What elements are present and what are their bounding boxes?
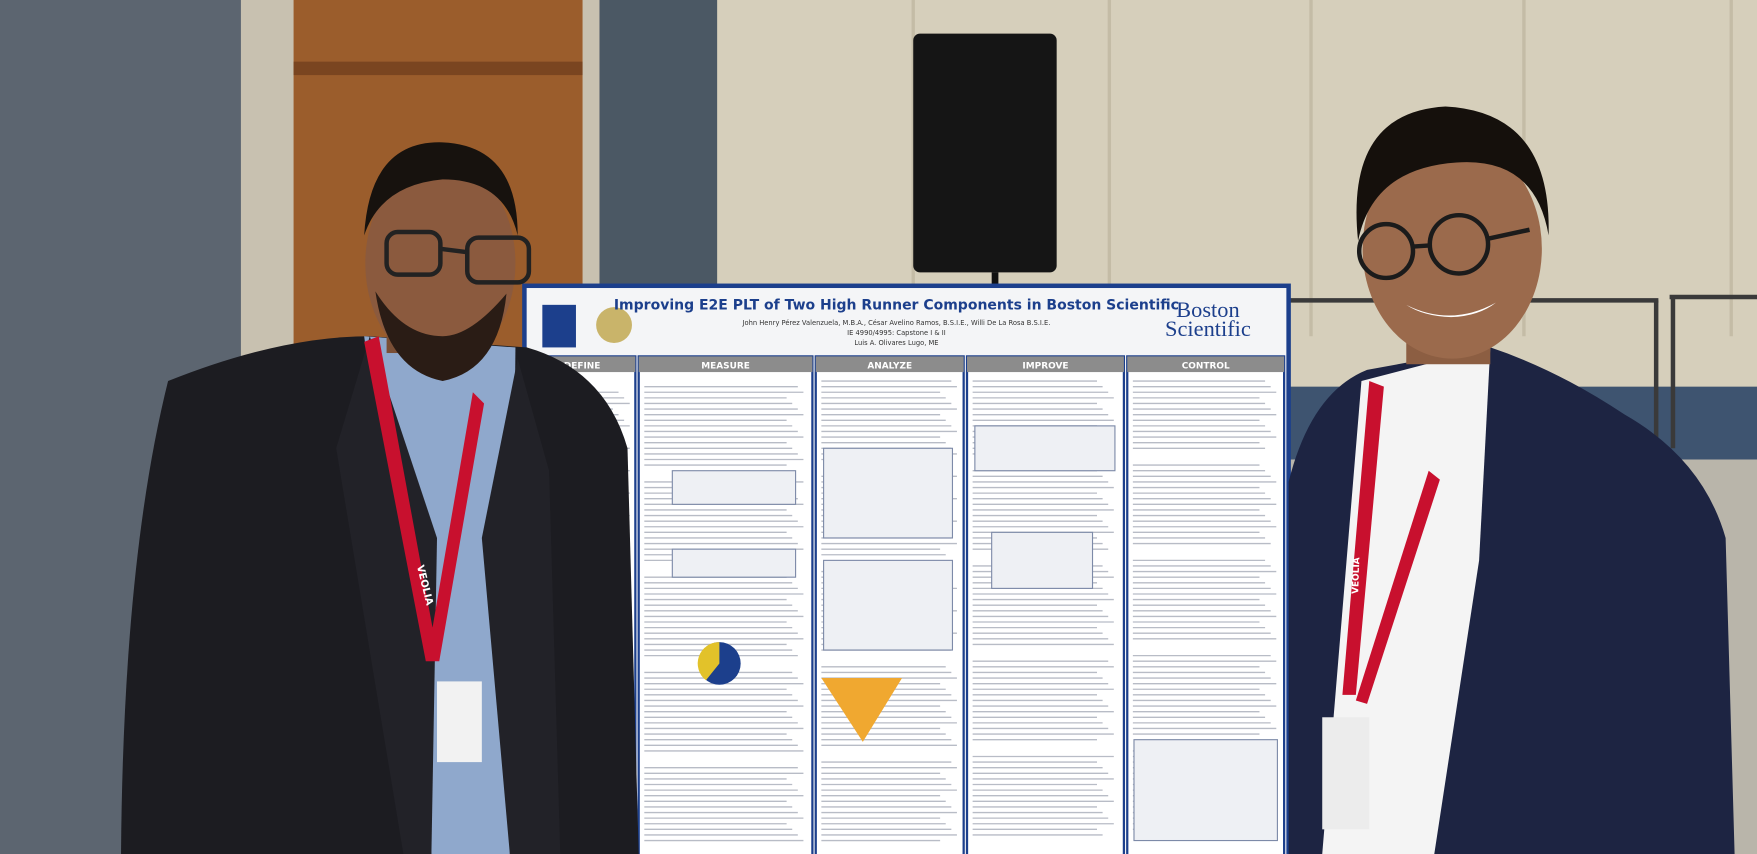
poster-authors: John Henry Pérez Valenzuela, M.B.A., Cés…: [741, 319, 1050, 327]
figure-block: [671, 548, 797, 578]
lapel: [481, 358, 561, 854]
poster: Improving E2E PLT of Two High Runner Com…: [522, 283, 1291, 854]
section-header-bar: [638, 356, 813, 373]
figure-block: [671, 470, 797, 505]
glasses: [384, 229, 532, 285]
badge: [437, 681, 482, 763]
section-header: CONTROL: [1182, 362, 1230, 372]
hair: [364, 142, 518, 236]
smile: [1406, 302, 1496, 318]
section-header-bar: [967, 356, 1124, 373]
lanyard: [1342, 381, 1384, 695]
pie-figure: [697, 642, 720, 681]
figure-block: [823, 447, 954, 539]
lanyard: [1355, 470, 1440, 704]
university-logo: [542, 304, 576, 348]
section-header: DEFINE: [564, 362, 601, 372]
figure-block: [823, 559, 954, 651]
hair: [1356, 106, 1549, 241]
poster-course: IE 4990/4995: Capstone I & II: [847, 329, 946, 337]
figure-block: [1133, 739, 1278, 842]
door-frame: [293, 61, 583, 76]
section-header: IMPROVE: [1022, 362, 1068, 372]
person-right: VEOLIA: [1288, 106, 1735, 854]
logo-text: Boston: [1176, 297, 1239, 322]
beard: [375, 291, 507, 382]
figure-block: [974, 425, 1116, 472]
poster-advisor: Luis A. Olivares Lugo, ME: [854, 339, 938, 347]
badge: [1322, 717, 1370, 830]
person-left: VEOLIA: [121, 142, 639, 854]
section-header: ANALYZE: [867, 362, 912, 372]
lanyard-text: VEOLIA: [1351, 557, 1362, 594]
funnel-figure: [821, 678, 903, 742]
section-header-bar: [1127, 356, 1285, 373]
section-header-bar: [815, 356, 964, 373]
figure-block: [991, 531, 1094, 589]
speaker: [913, 33, 1057, 273]
face: [1362, 138, 1542, 359]
seal-logo: [596, 307, 632, 343]
lapel: [336, 336, 438, 854]
section-header: MEASURE: [701, 362, 750, 372]
logo-text: Scientific: [1165, 316, 1251, 341]
poster-title: Improving E2E PLT of Two High Runner Com…: [614, 297, 1179, 313]
glasses: [1356, 212, 1531, 281]
lanyard: [364, 336, 485, 662]
